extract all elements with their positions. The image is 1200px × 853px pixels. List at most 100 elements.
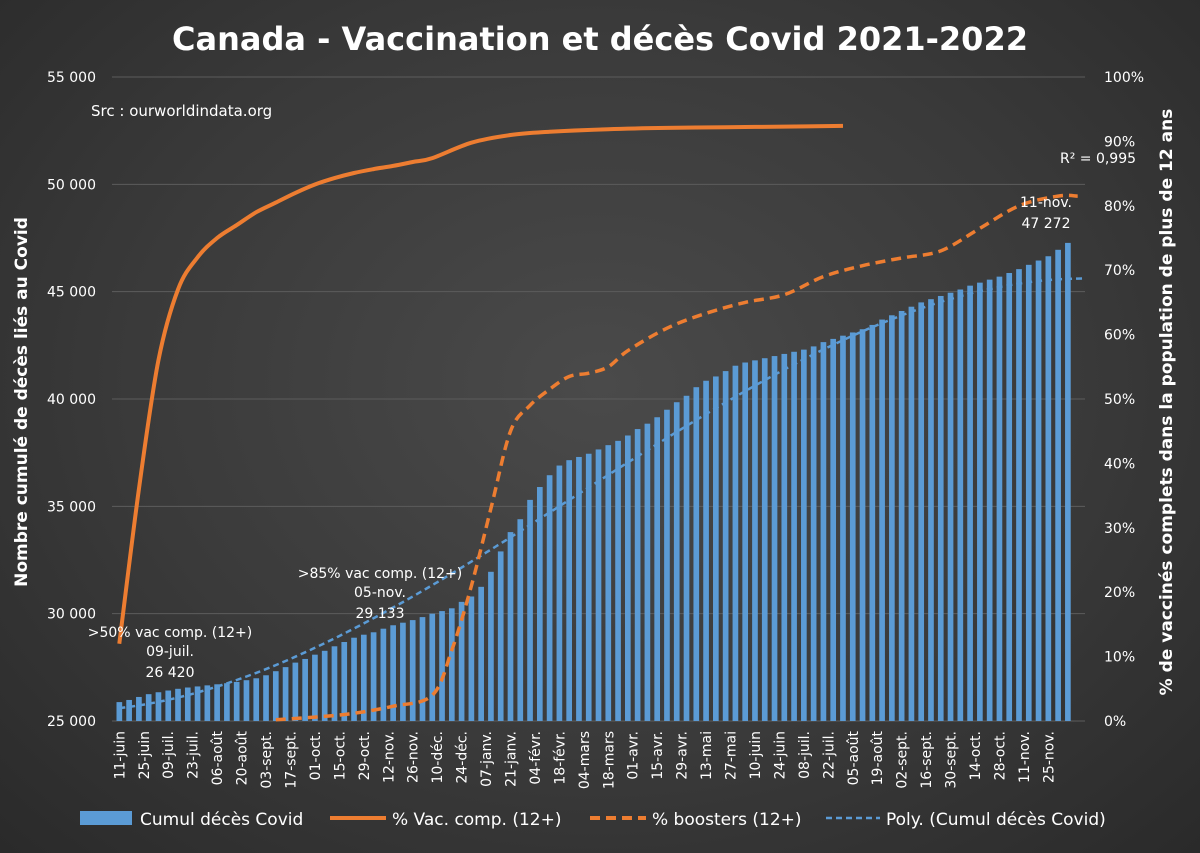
y-right-tick-label: 80%	[1104, 199, 1135, 215]
annotation-50pct-line3: 26 420	[146, 665, 195, 681]
y-right-tick-label: 0%	[1104, 714, 1126, 730]
x-tick-label: 13-mai	[699, 731, 715, 780]
annotation-50pct-line1: >50% vac comp. (12+)	[88, 625, 252, 641]
y-right-tick-label: 100%	[1104, 70, 1144, 86]
bar-deaths	[165, 690, 172, 721]
legend-label-boosters: % boosters (12+)	[652, 810, 802, 830]
bar-deaths	[840, 335, 846, 721]
x-tick-label: 19-août	[870, 730, 886, 785]
bar-deaths	[693, 387, 700, 721]
x-tick-label: 09-juil.	[161, 731, 177, 779]
bar-deaths	[859, 329, 866, 721]
bar-deaths	[1065, 242, 1071, 721]
bar-deaths	[654, 417, 661, 721]
y-left-tick-label: 40 000	[47, 392, 96, 408]
bar-deaths	[703, 380, 709, 721]
bar-deaths	[898, 310, 905, 721]
legend: Cumul décès Covid % Vac. comp. (12+) % b…	[80, 810, 1106, 830]
bar-deaths	[546, 475, 553, 721]
x-tick-label: 29-avr.	[675, 731, 691, 780]
bar-deaths	[175, 688, 181, 721]
source-label: Src : ourworldindata.org	[91, 102, 272, 120]
bar-deaths	[908, 306, 915, 721]
bar-deaths	[224, 683, 230, 721]
bar-deaths	[1055, 249, 1061, 721]
bar-deaths	[488, 571, 494, 721]
x-tick-label: 02-sept.	[895, 731, 911, 789]
x-tick-label: 11-nov.	[1017, 731, 1033, 783]
bar-deaths	[566, 460, 572, 721]
x-tick-label: 21-janv.	[504, 731, 520, 787]
annotation-85pct-line1: >85% vac comp. (12+)	[298, 566, 462, 582]
bar-deaths	[967, 285, 973, 721]
bar-deaths	[448, 608, 455, 721]
bar-deaths	[556, 465, 563, 721]
bar-deaths	[341, 642, 348, 721]
bar-deaths	[977, 282, 983, 721]
bar-deaths	[204, 685, 211, 721]
bar-deaths	[879, 319, 885, 721]
bar-deaths	[644, 423, 651, 721]
y-right-tick-label: 40%	[1104, 456, 1135, 472]
bar-deaths	[761, 358, 768, 721]
x-tick-label: 24-déc.	[455, 731, 471, 784]
bar-deaths	[576, 456, 582, 721]
x-tick-label: 26-nov.	[406, 731, 422, 783]
bar-deaths	[605, 445, 612, 721]
bar-deaths	[928, 299, 934, 721]
x-axis: 11-juin 25-juin 09-juil. 23-juil. 06-août 20-…	[112, 730, 1057, 789]
bar-deaths	[986, 279, 993, 721]
x-tick-label: 18-mars	[601, 731, 617, 789]
bar-deaths	[713, 376, 719, 721]
x-tick-label: 10-déc.	[430, 731, 446, 784]
bar-deaths	[536, 487, 543, 721]
y-left-tick-label: 50 000	[47, 177, 96, 193]
bar-deaths	[282, 667, 289, 721]
annotation-50pct-line2: 09-juil.	[146, 644, 194, 660]
bar-deaths	[820, 342, 827, 721]
bar-deaths	[918, 302, 925, 721]
x-tick-label: 05-août	[846, 730, 862, 785]
bar-series-deaths	[116, 242, 1071, 721]
bar-deaths	[507, 532, 514, 721]
bar-deaths	[478, 586, 484, 721]
bar-deaths	[116, 702, 123, 721]
bar-deaths	[625, 435, 631, 721]
bar-deaths	[1025, 264, 1032, 721]
bar-deaths	[351, 637, 357, 721]
bar-deaths	[771, 356, 778, 721]
x-tick-label: 01-avr.	[626, 731, 642, 780]
bar-deaths	[849, 332, 856, 721]
annotation-last-line1: 11-nov.	[1020, 195, 1072, 211]
x-tick-label: 06-août	[210, 730, 226, 785]
bar-deaths	[145, 694, 152, 721]
line-vac-comp	[117, 123, 844, 644]
x-tick-label: 29-oct.	[357, 731, 373, 780]
bar-deaths	[419, 617, 426, 721]
bar-deaths	[781, 353, 788, 721]
y-left-tick-label: 30 000	[47, 607, 96, 623]
bar-deaths	[312, 654, 318, 721]
bar-deaths	[810, 346, 817, 721]
y-axis-left-title: Nombre cumulé de décès liés au Covid	[12, 217, 32, 587]
bar-deaths	[889, 315, 895, 721]
x-tick-label: 04-mars	[577, 731, 593, 789]
bar-deaths	[527, 499, 533, 721]
x-tick-label: 14-oct.	[968, 731, 984, 780]
bar-deaths	[497, 551, 504, 721]
y-left-tick-label: 45 000	[47, 285, 96, 301]
bar-deaths	[233, 681, 240, 721]
bar-deaths	[615, 440, 621, 721]
bar-deaths	[302, 658, 308, 721]
x-tick-label: 28-oct.	[992, 731, 1008, 780]
y-axis-right: 0% 10% 20% 30% 40% 50% 60% 70% 80% 90% 100%	[1104, 70, 1144, 730]
y-right-tick-label: 70%	[1104, 263, 1135, 279]
bar-deaths	[742, 362, 749, 721]
x-tick-label: 03-sept.	[259, 731, 275, 789]
bar-deaths	[458, 601, 465, 721]
bar-deaths	[184, 687, 191, 721]
bar-deaths	[380, 628, 387, 721]
x-tick-label: 08-juil.	[797, 731, 813, 779]
bar-deaths	[517, 519, 524, 721]
